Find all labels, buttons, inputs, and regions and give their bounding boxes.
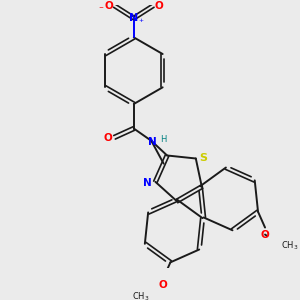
Text: O: O [104, 1, 113, 11]
Text: O: O [155, 1, 164, 11]
Text: CH$_3$: CH$_3$ [132, 290, 149, 300]
Text: S: S [200, 153, 208, 163]
Text: N: N [129, 13, 138, 23]
Text: $^+$: $^+$ [137, 18, 145, 27]
Text: N: N [143, 178, 152, 188]
Text: O: O [261, 230, 269, 239]
Text: $^-$: $^-$ [97, 4, 104, 13]
Text: O: O [159, 280, 168, 290]
Text: N: N [148, 137, 157, 147]
Text: CH$_3$: CH$_3$ [281, 240, 298, 252]
Text: O: O [103, 133, 112, 143]
Text: H: H [160, 134, 167, 143]
